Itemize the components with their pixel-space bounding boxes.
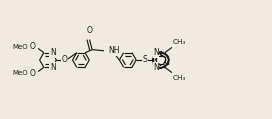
Text: CH₃: CH₃: [173, 39, 186, 45]
Text: O: O: [30, 42, 36, 51]
Text: O: O: [30, 69, 36, 78]
Text: O: O: [87, 26, 92, 35]
Text: CH₃: CH₃: [173, 75, 186, 81]
Text: S: S: [142, 55, 147, 64]
Text: N: N: [153, 63, 159, 72]
Text: N: N: [50, 63, 55, 72]
Text: O: O: [62, 55, 68, 64]
Text: MeO: MeO: [12, 44, 28, 50]
Text: N: N: [153, 48, 159, 57]
Text: MeO: MeO: [12, 70, 28, 76]
Text: N: N: [50, 48, 55, 57]
Text: NH: NH: [108, 46, 119, 55]
